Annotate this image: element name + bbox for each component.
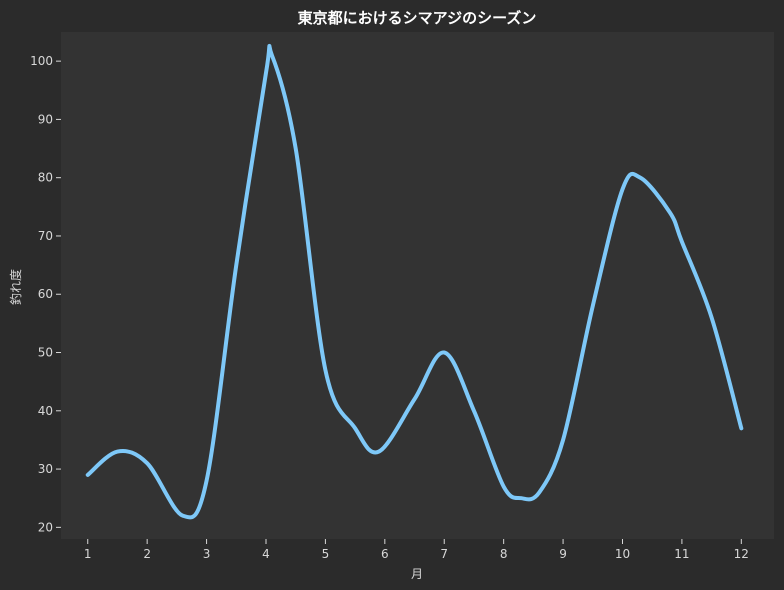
- x-tick-label: 12: [734, 547, 749, 561]
- x-tick-label: 3: [203, 547, 211, 561]
- y-tick-label: 40: [38, 404, 53, 418]
- series-layer: [85, 44, 744, 520]
- x-tick-label: 10: [615, 547, 630, 561]
- x-tick-label: 5: [322, 547, 330, 561]
- x-tick-label: 6: [381, 547, 389, 561]
- chart-title: 東京都におけるシマアジのシーズン: [298, 9, 537, 27]
- x-tick-label: 7: [440, 547, 448, 561]
- x-tick-label: 2: [143, 547, 151, 561]
- x-tick-label: 9: [559, 547, 567, 561]
- x-axis: 1 2 3 4 5 6 7 8 9 10 11 12: [84, 539, 749, 561]
- x-tick-label: 8: [500, 547, 508, 561]
- x-tick-label: 1: [84, 547, 92, 561]
- series-line: [85, 44, 744, 520]
- x-tick-label: 4: [262, 547, 270, 561]
- y-axis-label: 釣れ度: [8, 269, 23, 305]
- y-axis: 20 30 40 50 60 70 80 90 100: [30, 54, 61, 534]
- y-tick-label: 80: [38, 171, 53, 185]
- y-tick-label: 20: [38, 520, 53, 534]
- y-tick-label: 30: [38, 462, 53, 476]
- y-tick-label: 100: [30, 54, 53, 68]
- y-tick-label: 60: [38, 287, 53, 301]
- x-tick-label: 11: [674, 547, 689, 561]
- plot-area: [61, 32, 774, 539]
- y-tick-label: 70: [38, 229, 53, 243]
- x-axis-label: 月: [411, 567, 423, 581]
- y-tick-label: 50: [38, 346, 53, 360]
- y-tick-label: 90: [38, 112, 53, 126]
